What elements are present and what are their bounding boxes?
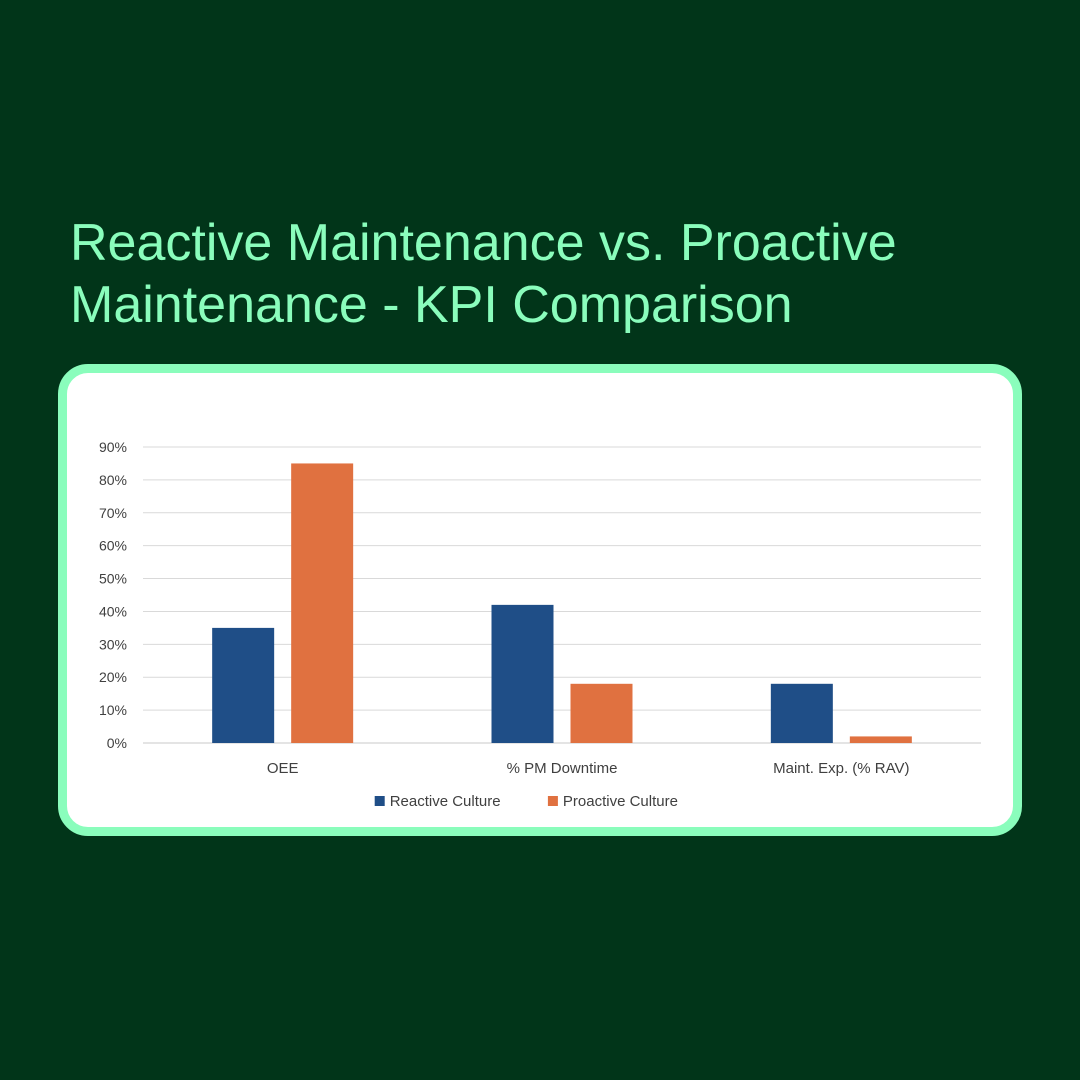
bar-proactive bbox=[570, 683, 633, 743]
x-tick-label: Maint. Exp. (% RAV) bbox=[773, 760, 909, 777]
bar-reactive bbox=[770, 683, 833, 743]
chart-card: 0% 10% 20% 30% 40% 50% 60% 70% 80% 90% OEE % PM Dow… bbox=[58, 364, 1022, 836]
title-line-1: Reactive Maintenance vs. Proactive bbox=[70, 214, 897, 272]
legend-label: Reactive Culture bbox=[390, 793, 501, 810]
y-tick-label: 0% bbox=[107, 735, 127, 751]
y-tick-label: 60% bbox=[99, 538, 127, 554]
y-tick-label: 20% bbox=[99, 669, 127, 685]
y-tick-label: 40% bbox=[99, 603, 127, 619]
y-tick-label: 50% bbox=[99, 571, 127, 587]
x-tick-label: % PM Downtime bbox=[507, 760, 618, 777]
y-tick-label: 80% bbox=[99, 472, 127, 488]
bar-chart: 0% 10% 20% 30% 40% 50% 60% 70% 80% 90% OEE % PM Dow… bbox=[99, 439, 981, 810]
y-tick-label: 10% bbox=[99, 702, 127, 718]
bar-proactive bbox=[291, 463, 354, 743]
y-tick-label: 30% bbox=[99, 636, 127, 652]
y-tick-label: 90% bbox=[99, 439, 127, 455]
legend-swatch bbox=[547, 796, 558, 806]
y-tick-label: 70% bbox=[99, 505, 127, 521]
bar-proactive bbox=[849, 736, 912, 743]
bar-reactive bbox=[491, 604, 554, 743]
page-title: Reactive Maintenance vs. Proactive Maint… bbox=[70, 212, 1030, 336]
legend-label: Proactive Culture bbox=[563, 793, 678, 810]
legend-swatch bbox=[374, 796, 385, 806]
title-line-2: Maintenance - KPI Comparison bbox=[70, 276, 793, 334]
bar-reactive bbox=[212, 627, 275, 743]
x-tick-label: OEE bbox=[267, 760, 299, 777]
